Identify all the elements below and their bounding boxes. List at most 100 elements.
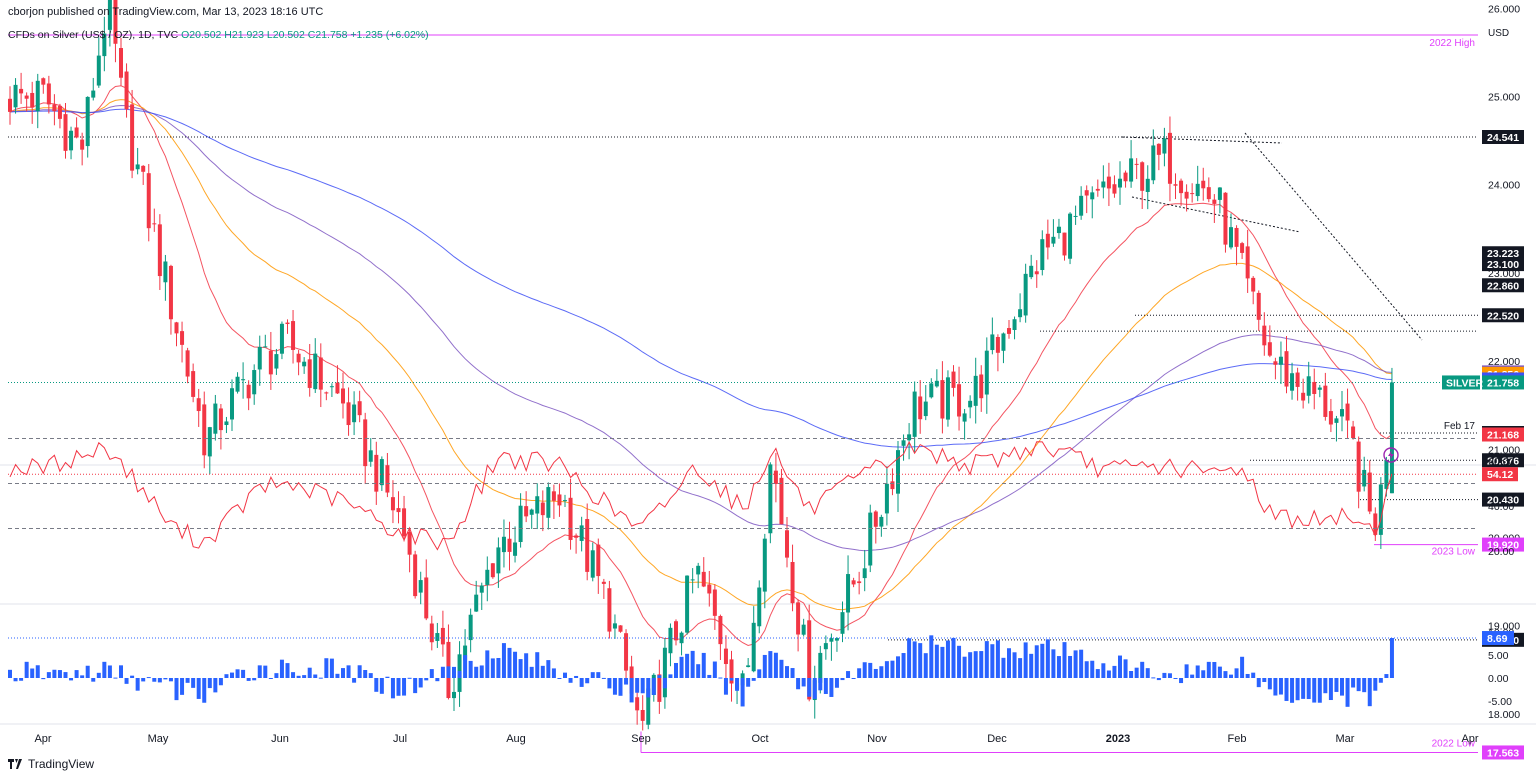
macd-bar [596,672,601,678]
candle-body [957,384,962,417]
candle-body [1334,418,1339,423]
macd-bar [1018,658,1023,678]
price-badge [1482,375,1524,390]
price-tick-label: 26.000 [1488,3,1520,15]
macd-bar [224,674,229,678]
lightning-bolt-icon [1388,450,1394,460]
macd-bar [1162,672,1167,678]
macd-bar [629,678,634,703]
macd-bar [157,678,162,683]
macd-bar [35,665,40,678]
candle-body [829,638,834,642]
macd-bar [1223,671,1228,678]
macd-bar [1145,668,1150,678]
time-tick-label: Nov [867,733,887,745]
candle-body [762,538,767,592]
candle-body [1045,233,1050,248]
macd-bar [1389,638,1394,678]
candle-body [1284,351,1289,387]
candle-body [57,105,62,119]
macd-bar [1012,652,1017,678]
macd-bar [213,678,218,693]
candle-body [368,450,373,462]
macd-bar [1023,642,1028,678]
candle-body [701,571,706,587]
candle-body [779,477,784,525]
candle-body [596,544,601,577]
candle-body [1217,187,1222,200]
macd-bar [440,666,445,678]
macd-bar [912,641,917,678]
candle-body [185,350,190,377]
time-tick-label: Mar [1336,733,1355,745]
candle-body [585,519,590,572]
footer-brand: TradingView [28,757,95,771]
macd-bar [230,672,234,678]
macd-badge-label: 8.69 [1487,633,1508,645]
footer[interactable]: TradingView [8,757,94,771]
macd-bar [995,640,1000,678]
candle-body [657,674,662,702]
macd-bar [762,654,767,678]
macd-bar [690,650,695,678]
macd-bar [146,677,151,679]
macd-bar [1340,678,1344,696]
macd-bar [396,678,401,696]
candle-body [1156,143,1161,155]
macd-bar [884,661,889,678]
candle-body [1179,180,1184,194]
macd-bar [1034,645,1039,678]
candle-body [1123,172,1128,182]
macd-bar [1134,667,1139,678]
macd-bar [174,678,179,701]
macd-bar [1278,678,1283,695]
macd-bar [357,665,362,678]
time-tick-label: Dec [987,733,1007,745]
macd-bar [1240,656,1245,678]
macd-bar [1051,649,1056,678]
macd-bar [945,640,950,678]
macd-bar [30,668,35,678]
candle-body [341,388,345,404]
candle-body [923,401,928,417]
macd-bar [418,678,423,688]
candle-body [1245,246,1250,279]
macd-bar [1101,663,1106,678]
candle-body [1295,372,1300,387]
candle-body [1051,236,1056,244]
macd-bar [496,657,501,678]
candle-body [1340,409,1344,417]
candle-body [707,584,712,594]
candle-body [674,621,678,641]
macd-bar [973,651,978,678]
macd-bar [85,665,90,678]
candle-body [174,322,179,334]
macd-bar [257,665,262,678]
candle-body [46,83,51,105]
candle-body [418,580,423,593]
macd-bar [124,678,129,684]
candle-body [818,652,823,683]
macd-bar [1212,661,1217,678]
candle-body [402,508,407,537]
price-badge [1482,745,1524,760]
candle-body [1029,265,1034,278]
candle-body [490,563,495,578]
macd-tick-label: 0.00 [1488,673,1509,685]
candle-body [1167,132,1172,184]
macd-bar [618,678,623,696]
macd-bar [574,675,579,678]
candle-body [518,505,523,543]
macd-bar [890,660,895,678]
candle-body [873,511,878,527]
candle-body [1112,184,1117,194]
ema-20-line [9,85,1393,647]
macd-bar [662,678,667,689]
macd-bar [879,666,884,678]
candle-body [801,624,806,635]
candle-body [324,392,329,394]
macd-bar [363,670,368,678]
candle-body [1023,273,1028,316]
macd-bar [779,659,784,678]
candle-body [224,421,229,426]
